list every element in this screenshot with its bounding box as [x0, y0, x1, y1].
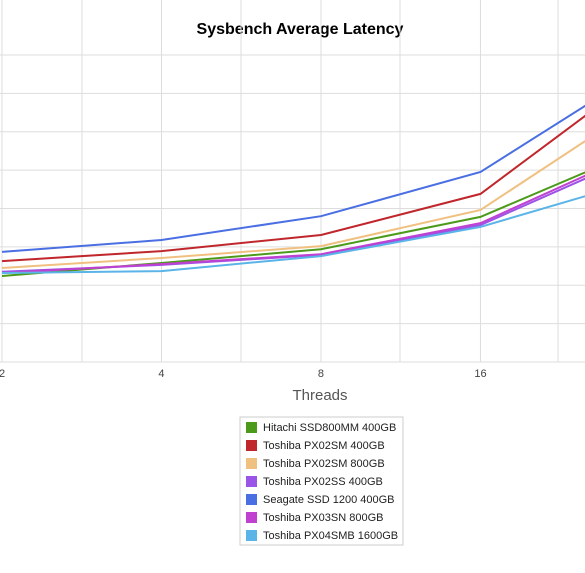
legend-swatch — [246, 512, 257, 523]
legend-label: Seagate SSD 1200 400GB — [263, 494, 394, 506]
series-line — [1, 114, 585, 263]
series-line — [1, 174, 585, 274]
legend-label: Toshiba PX02SM 400GB — [263, 440, 385, 452]
legend-label: Hitachi SSD800MM 400GB — [263, 422, 396, 434]
minor-grid — [81, 0, 559, 362]
legend-label: Toshiba PX04SMB 1600GB — [263, 530, 398, 542]
chart-title: Sysbench Average Latency — [197, 21, 404, 38]
legend-label: Toshiba PX02SM 800GB — [263, 458, 385, 470]
legend-swatch — [246, 458, 257, 469]
x-tick-label: 4 — [158, 368, 164, 380]
legend-box — [239, 416, 404, 546]
legend-swatch — [246, 476, 257, 487]
series-line — [1, 195, 585, 274]
legend-label: Toshiba PX02SS 400GB — [263, 476, 383, 488]
series-line — [1, 104, 585, 253]
legend-swatch — [246, 530, 257, 541]
x-tick-label: 8 — [318, 368, 324, 380]
series-line — [1, 139, 585, 269]
legend-swatch — [246, 494, 257, 505]
legend-swatch — [246, 422, 257, 433]
x-tick-label: 16 — [474, 368, 486, 380]
x-tick-label: 2 — [0, 368, 5, 380]
series-line — [1, 177, 585, 273]
legend-swatch — [246, 440, 257, 451]
legend-label: Toshiba PX03SN 800GB — [263, 512, 383, 524]
plot-lines — [1, 104, 585, 277]
x-axis-label: Threads — [292, 387, 347, 404]
